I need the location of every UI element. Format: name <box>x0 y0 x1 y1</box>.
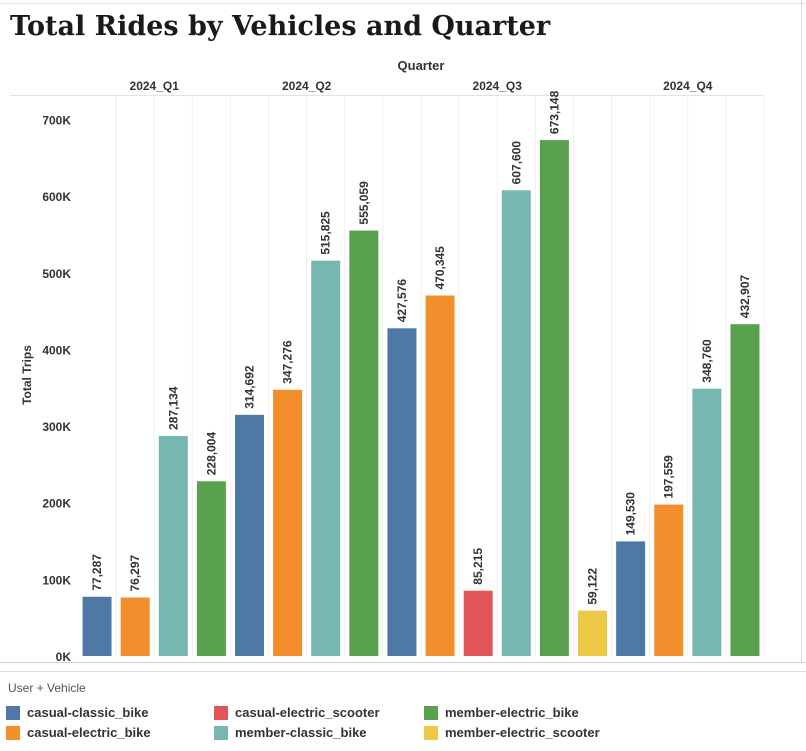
legend-swatch <box>424 705 438 720</box>
legend-label: member-electric_bike <box>445 705 579 720</box>
bar-2024_Q2-member-electric_bike <box>349 230 379 657</box>
legend-title: User + Vehicle <box>8 681 86 695</box>
bar-2024_Q1-member-classic_bike <box>158 435 188 656</box>
legend-item-member-electric-bike[interactable]: member-electric_bike <box>424 705 579 720</box>
bar-2024_Q4-casual-electric_bike <box>654 504 684 656</box>
bar-2024_Q1-casual-electric_bike <box>120 597 150 656</box>
legend-label: casual-classic_bike <box>27 705 149 720</box>
data-label: 347,276 <box>281 340 295 384</box>
legend-label: casual-electric_bike <box>27 725 151 740</box>
data-label: 427,576 <box>395 279 409 323</box>
quarter-label: 2024_Q3 <box>473 79 523 93</box>
bar-2024_Q3-casual-electric_scooter <box>463 590 493 656</box>
data-label: 515,825 <box>319 211 333 255</box>
legend-swatch <box>6 725 20 740</box>
bar-2024_Q3-member-electric_bike <box>539 140 569 656</box>
quarter-label: 2024_Q2 <box>282 79 332 93</box>
chart-title: Total Rides by Vehicles and Quarter <box>10 11 551 42</box>
legend-swatch <box>424 725 438 740</box>
y-tick-label: 600K <box>42 190 71 204</box>
top-rule <box>0 3 806 4</box>
bar-2024_Q2-casual-electric_bike <box>273 389 303 656</box>
y-tick-label: 400K <box>42 343 71 357</box>
legend-item-casual-classic-bike[interactable]: casual-classic_bike <box>6 705 148 720</box>
bar-2024_Q3-casual-electric_bike <box>425 295 455 656</box>
legend-label: casual-electric_scooter <box>235 705 380 720</box>
bar-2024_Q3-casual-classic_bike <box>387 328 417 656</box>
data-label: 197,559 <box>662 455 676 499</box>
legend-item-member-electric-scooter[interactable]: member-electric_scooter <box>424 725 600 740</box>
y-tick-label: 200K <box>42 497 71 511</box>
data-label: 432,907 <box>738 275 752 319</box>
bar-2024_Q2-member-classic_bike <box>311 260 341 656</box>
data-label: 314,692 <box>243 365 257 409</box>
quarter-label: 2024_Q1 <box>130 79 180 93</box>
y-tick-label: 100K <box>42 573 71 587</box>
column-header: Quarter <box>398 58 445 73</box>
data-label: 607,600 <box>509 141 523 185</box>
legend-label: member-classic_bike <box>235 725 367 740</box>
data-label: 85,215 <box>471 548 485 585</box>
bar-2024_Q2-casual-classic_bike <box>235 414 264 656</box>
bar-2024_Q1-casual-classic_bike <box>82 596 112 656</box>
data-label: 77,287 <box>90 554 104 591</box>
legend-swatch <box>214 705 228 720</box>
y-tick-label: 500K <box>42 267 71 281</box>
legend-swatch <box>6 705 20 720</box>
y-axis-title: Total Trips <box>20 345 34 405</box>
bar-2024_Q3-member-electric_scooter <box>578 610 607 656</box>
data-label: 287,134 <box>166 386 180 430</box>
quarter-label: 2024_Q4 <box>663 79 713 93</box>
chart-bottom-rule <box>0 662 806 663</box>
legend-top-rule <box>0 671 806 672</box>
legend-swatch <box>214 725 228 740</box>
data-label: 555,059 <box>357 181 371 225</box>
data-label: 348,760 <box>700 339 714 383</box>
legend-item-member-classic-bike[interactable]: member-classic_bike <box>214 725 367 740</box>
data-label: 149,530 <box>624 492 638 536</box>
bar-2024_Q1-member-electric_bike <box>196 481 226 656</box>
legend-item-casual-electric-scooter[interactable]: casual-electric_scooter <box>214 705 380 720</box>
data-label: 76,297 <box>128 554 142 591</box>
chart-frame <box>801 0 802 662</box>
data-label: 470,345 <box>433 246 447 290</box>
y-tick-label: 700K <box>42 114 71 128</box>
data-label: 673,148 <box>547 90 561 134</box>
bar-2024_Q4-casual-classic_bike <box>616 541 646 656</box>
data-label: 228,004 <box>204 432 218 476</box>
data-label: 59,122 <box>586 568 600 605</box>
bar-2024_Q4-member-classic_bike <box>692 388 722 656</box>
legend-label: member-electric_scooter <box>445 725 600 740</box>
bar-2024_Q4-member-electric_bike <box>730 324 760 656</box>
bar-2024_Q3-member-classic_bike <box>501 190 531 656</box>
legend-item-casual-electric-bike[interactable]: casual-electric_bike <box>6 725 151 740</box>
y-tick-label: 0K <box>56 650 72 662</box>
y-tick-label: 300K <box>42 420 71 434</box>
bar-chart: Quarter Total Trips 0K 100K 200K 300K 400K 500K… <box>10 58 765 662</box>
